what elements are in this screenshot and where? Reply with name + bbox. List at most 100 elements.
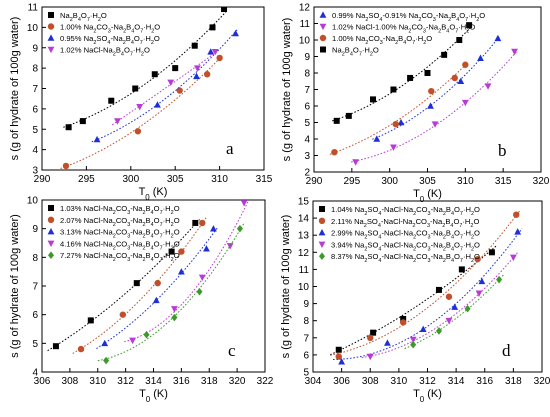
x-tick-label: 310 <box>211 174 228 185</box>
x-tick-label: 315 <box>495 176 512 187</box>
data-point <box>221 7 228 13</box>
y-tick-label: 6 <box>32 310 38 321</box>
data-point <box>79 118 86 125</box>
series-3 <box>91 28 239 143</box>
x-tick-label: 295 <box>78 174 95 185</box>
x-tick-label: 308 <box>62 376 79 387</box>
data-point <box>352 159 360 166</box>
legend-entry: 0.95% Na2SO4-Na2B4O7·H2O <box>60 34 160 46</box>
y-tick-label: 6 <box>304 102 310 113</box>
data-point <box>177 268 185 275</box>
y-tick-label: 9 <box>32 43 38 54</box>
y-tick-label: 10 <box>298 282 310 293</box>
y-tick-label: 12 <box>299 3 311 14</box>
legend-marker <box>319 34 327 42</box>
x-tick-label: 320 <box>534 376 550 387</box>
x-tick-label: 310 <box>89 376 106 387</box>
y-tick-label: 8 <box>303 316 309 327</box>
y-tick-label: 2 <box>304 168 310 179</box>
fit-curve <box>97 222 245 362</box>
legend-marker <box>47 23 55 30</box>
data-point <box>333 117 340 124</box>
data-point <box>445 293 453 300</box>
legend-entry: Na2B4O7·H2O <box>60 11 107 23</box>
legend: 0.99% Na2SO4-0.91% Na2CO3-Na2B4O7·H2O1.0… <box>319 11 485 58</box>
panel-a: 290 295 300 305 310 315 3 4 5 6 7 8 9 10 11 T0 (K) s (g … <box>9 3 273 202</box>
data-point <box>172 65 179 72</box>
fit-curve <box>60 55 223 169</box>
data-point <box>441 51 448 58</box>
fit-curve <box>124 200 249 343</box>
data-point <box>496 275 503 284</box>
data-point <box>373 135 381 142</box>
data-point <box>209 24 216 31</box>
legend-entry: 2.07% NaCl-Na2CO3-Na2B4O7·H2O <box>60 216 180 228</box>
x-tick-label: 322 <box>257 376 274 387</box>
series-4 <box>124 200 249 345</box>
legend-entry: 7.27% NaCl-Na2CO3-Na2B4O7·H2O <box>60 251 180 263</box>
fit-curve <box>111 50 219 126</box>
series-1 <box>47 219 200 352</box>
x-tick-label: 290 <box>306 176 323 187</box>
data-point <box>484 83 492 90</box>
legend-entry: 8.37% Na2SO4-NaCl-Na2CO3-Na2B4O7·H2O <box>331 252 480 264</box>
x-tick-label: 320 <box>229 376 246 387</box>
data-point <box>494 34 502 42</box>
data-point <box>232 29 239 37</box>
data-point <box>478 277 486 285</box>
legend-marker <box>318 217 326 224</box>
y-tick-label: 8 <box>304 69 310 80</box>
data-point <box>392 120 399 128</box>
data-point <box>399 319 407 326</box>
data-point <box>461 99 469 107</box>
x-tick-label: 295 <box>343 176 360 187</box>
data-point <box>477 54 484 61</box>
data-point <box>151 71 158 78</box>
data-point <box>366 353 374 361</box>
data-point <box>407 74 414 81</box>
series-4 <box>361 252 519 361</box>
data-point <box>474 255 481 263</box>
x-tick-label: 315 <box>256 174 273 185</box>
y-tick-label: 6 <box>303 350 309 361</box>
data-point <box>171 313 178 322</box>
y-tick-label: 10 <box>299 36 311 47</box>
legend-entry: 2.11% Na2SO4-NaCl-Na2CO3-Na2B4O7·H2O <box>331 217 479 229</box>
y-tick-label: 8 <box>32 253 38 264</box>
y-tick-label: 4 <box>304 135 310 146</box>
data-point <box>52 343 59 350</box>
data-point <box>143 330 150 339</box>
x-tick-label: 290 <box>34 174 51 185</box>
data-point <box>87 317 94 324</box>
fit-curve <box>330 209 521 356</box>
data-point <box>101 339 109 347</box>
fit-curve <box>329 245 497 356</box>
data-point <box>133 280 140 287</box>
data-point <box>103 356 110 365</box>
x-axis-title: T0 (K) <box>413 188 442 204</box>
data-point <box>114 118 121 125</box>
y-tick-label: 6 <box>32 104 38 115</box>
data-point <box>428 87 435 95</box>
panel-c: 306 308 310 312 314 316 318 320 322 4 5 6 7 8 9 10 T0 (K… <box>9 196 274 404</box>
data-point <box>514 228 522 235</box>
data-point <box>456 37 463 43</box>
data-point <box>435 286 442 293</box>
x-tick-label: 314 <box>145 376 162 387</box>
y-tick-label: 15 <box>298 197 310 208</box>
x-axis-title: T0 (K) <box>413 388 442 404</box>
y-tick-label: 11 <box>28 3 39 14</box>
legend-marker <box>48 205 54 211</box>
data-point <box>108 97 115 104</box>
fit-curve <box>63 10 228 128</box>
data-point <box>400 315 407 322</box>
legend-marker <box>47 240 55 247</box>
x-tick-label: 318 <box>505 376 522 387</box>
data-point <box>203 71 211 78</box>
y-tick-label: 10 <box>27 196 39 207</box>
y-tick-label: 7 <box>32 282 38 293</box>
x-tick-label: 305 <box>419 176 436 187</box>
series-4 <box>332 22 473 124</box>
